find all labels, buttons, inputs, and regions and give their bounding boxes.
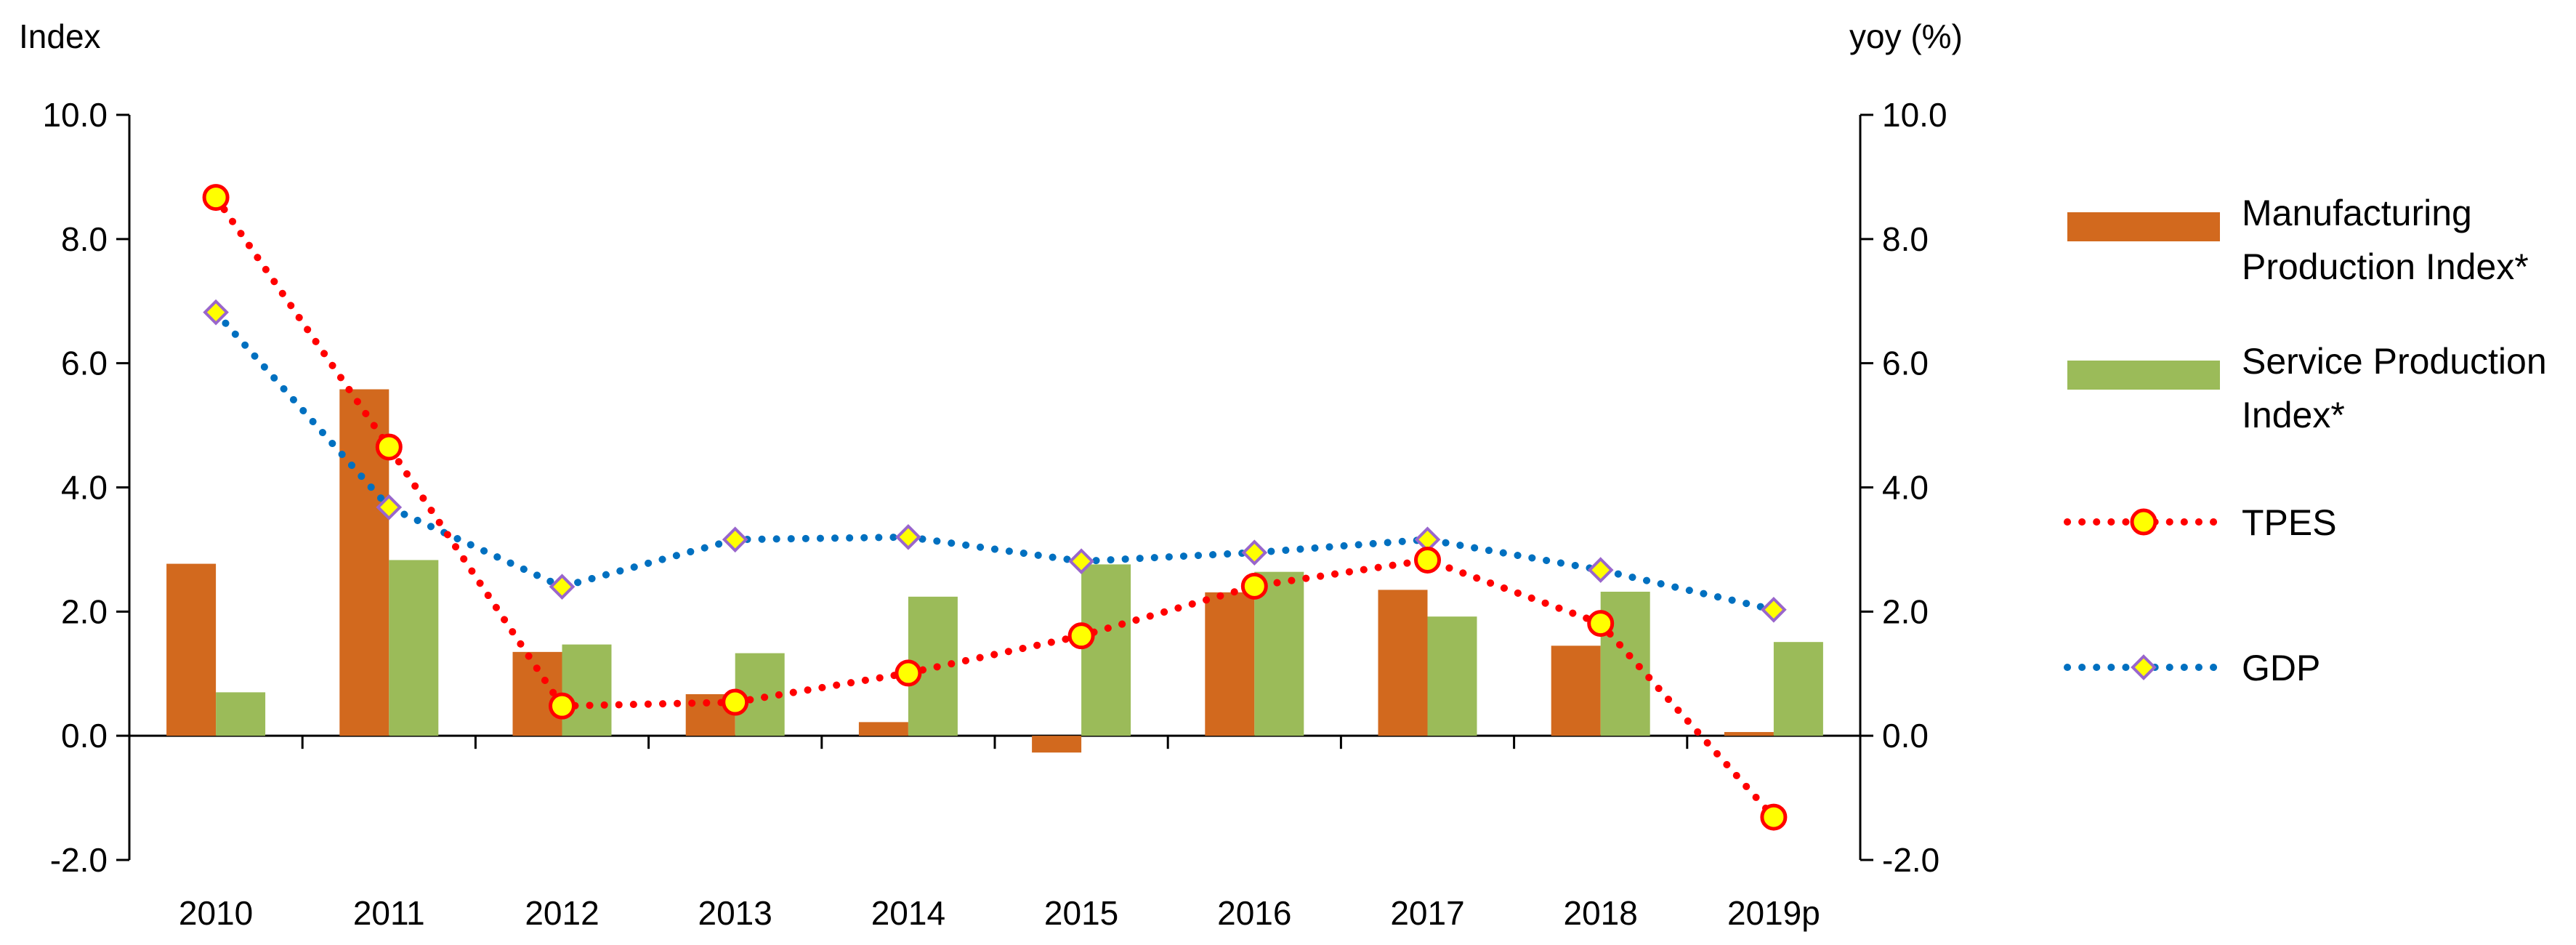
legend: Manufacturing Production Index* Service Pr… (2064, 193, 2547, 688)
legend-label-tpes: TPES (2242, 502, 2337, 543)
x-axis-tick-label: 2017 (1390, 894, 1464, 932)
bar-manufacturing (858, 722, 908, 736)
right-axis-tick-label: -2.0 (1882, 841, 1939, 879)
tpes-line (212, 193, 1777, 821)
bar-manufacturing (1032, 736, 1082, 753)
gdp-point (1068, 548, 1094, 574)
gdp-point (203, 299, 229, 326)
lines (202, 184, 1788, 831)
bar-service (1081, 564, 1131, 736)
tpes-point (1760, 803, 1788, 831)
x-axis-tick-label: 2013 (698, 894, 772, 932)
left-axis-tick-label: 2.0 (61, 592, 108, 630)
tpes-point (1414, 546, 1441, 574)
bar-service (1254, 571, 1304, 736)
right-axis-tick-label: 10.0 (1882, 96, 1947, 134)
x-axis-tick-label: 2018 (1564, 894, 1638, 932)
gdp-line (212, 308, 1777, 614)
left-axis-tick-label: 6.0 (61, 345, 108, 382)
tpes-point (895, 659, 922, 687)
tpes-point (1067, 622, 1095, 650)
gdp-point (1587, 557, 1614, 583)
legend-swatch-service (2067, 361, 2220, 390)
x-axis-tick-label: 2014 (871, 894, 945, 932)
legend-swatch-manufacturing (2067, 212, 2220, 241)
bar-manufacturing (1724, 732, 1774, 736)
left-axis-tick-label: -2.0 (50, 841, 108, 879)
bar-service (216, 692, 266, 736)
left-axis-unit: Index (19, 17, 101, 55)
gdp-point (376, 494, 403, 520)
right-axis-unit: yoy (%) (1849, 17, 1963, 55)
legend-label-service: Index* (2242, 395, 2345, 435)
tpes-point (202, 184, 230, 212)
bar-manufacturing (166, 563, 217, 736)
right-axis-tick-label: 2.0 (1882, 592, 1929, 630)
left-axis-tick-label: 0.0 (61, 717, 108, 755)
tpes-point (722, 688, 749, 716)
bars (166, 389, 1823, 753)
bar-service (1427, 616, 1477, 736)
axes: -2.0 0.0 2.0 4.0 6.0 8.0 10.0 -2.0 0.0 2.0 4.0 6.0 8… (42, 96, 1947, 932)
left-axis-tick-label: 10.0 (42, 96, 108, 134)
left-axis-tick-label: 4.0 (61, 469, 108, 507)
tpes-point (1587, 610, 1615, 638)
x-axis-tick-label: 2015 (1044, 894, 1118, 932)
tpes-point (375, 433, 403, 461)
bar-service (562, 644, 612, 736)
x-axis-tick-label: 2010 (179, 894, 253, 932)
bar-service (1773, 642, 1823, 736)
tpes-point (549, 692, 576, 720)
bar-manufacturing (1378, 590, 1428, 736)
right-axis-tick-label: 0.0 (1882, 717, 1929, 755)
x-axis-tick-label: 2019p (1727, 894, 1820, 932)
x-axis-tick-label: 2012 (525, 894, 599, 932)
right-axis-tick-label: 8.0 (1882, 220, 1929, 258)
right-axis-tick-label: 4.0 (1882, 469, 1929, 507)
legend-marker-tpes (2130, 508, 2157, 536)
bar-manufacturing (1551, 646, 1601, 736)
gdp-point (549, 574, 576, 600)
gdp-point (722, 526, 748, 553)
gdp-point (895, 524, 921, 550)
legend-marker-gdp (2131, 654, 2157, 680)
x-axis-tick-label: 2011 (353, 894, 425, 932)
x-axis-tick-label: 2016 (1217, 894, 1291, 932)
bar-service (389, 560, 439, 736)
legend-label-manufacturing: Manufacturing (2242, 193, 2472, 233)
legend-label-service: Service Production (2242, 341, 2547, 382)
gdp-point (1761, 596, 1787, 623)
left-axis-tick-label: 8.0 (61, 220, 108, 258)
legend-label-gdp: GDP (2242, 648, 2320, 688)
bar-manufacturing (1205, 592, 1255, 736)
legend-label-manufacturing: Production Index* (2242, 246, 2529, 287)
gdp-point (1241, 539, 1268, 566)
right-axis-tick-label: 6.0 (1882, 345, 1929, 382)
tpes-point (1240, 572, 1268, 600)
